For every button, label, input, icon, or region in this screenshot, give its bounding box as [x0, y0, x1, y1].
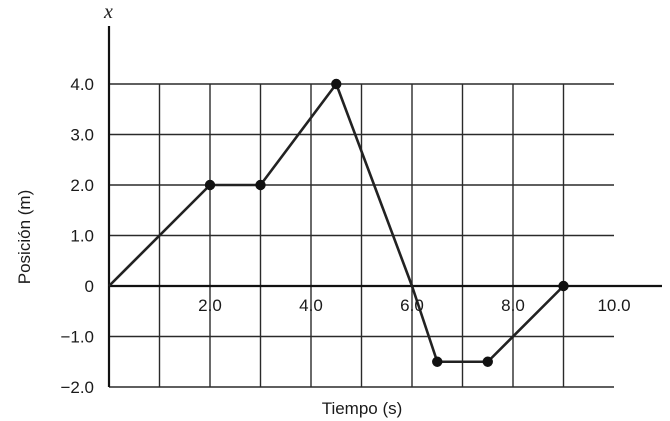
x-tick-label: 8.0: [501, 296, 525, 315]
data-point: [255, 179, 266, 191]
x-tick-label: 6.0: [400, 296, 424, 315]
y-tick-label: −2.0: [60, 378, 94, 397]
y-tick-label: 3.0: [70, 126, 94, 145]
x-axis-label: Tiempo (s): [322, 399, 403, 418]
data-point: [558, 280, 569, 292]
series-layer: [108, 78, 569, 367]
axes: [107, 26, 662, 387]
data-point: [204, 179, 216, 191]
x-tick-label: 2.0: [198, 296, 222, 315]
y-tick-label: 4.0: [70, 75, 94, 94]
y-tick-label: 1.0: [70, 227, 94, 246]
y-tick-label: 0: [85, 277, 94, 296]
series-line: [108, 82, 565, 364]
x-tick-label: 4.0: [299, 296, 323, 315]
tick-labels: 4.0 3.0 2.0 1.0 0 −1.0 −2.0 2.0 4.0 6.0 8.0 10.0: [60, 75, 630, 397]
data-point: [482, 356, 493, 367]
data-point: [432, 356, 443, 367]
y-tick-label: −1.0: [60, 328, 94, 347]
x-tick-label: 10.0: [597, 296, 630, 315]
x-axis-symbol: x: [103, 1, 113, 23]
data-point: [331, 78, 342, 90]
y-tick-label: 2.0: [70, 176, 94, 195]
grid: [109, 83, 614, 388]
y-axis-label: Posición (m): [15, 190, 34, 284]
